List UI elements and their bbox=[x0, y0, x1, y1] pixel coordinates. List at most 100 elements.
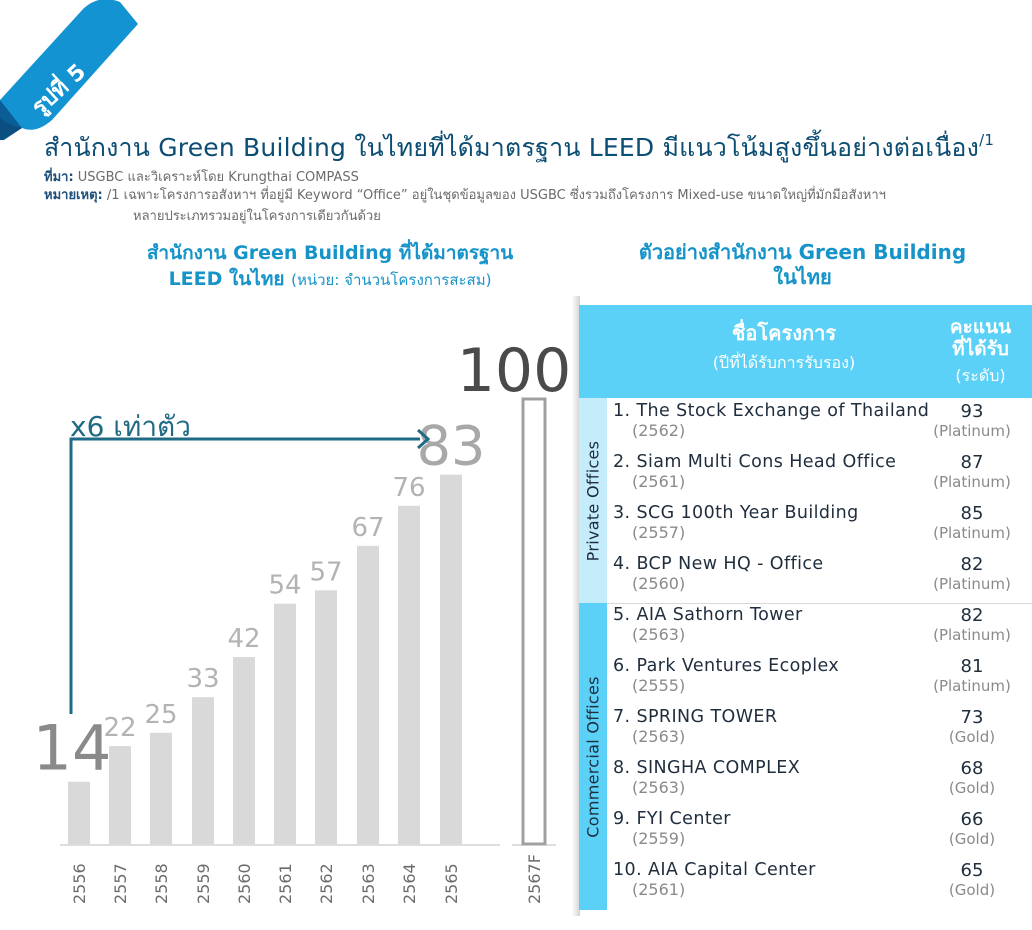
growth-arrow-line bbox=[69, 437, 420, 714]
x-tick-label: 2562 bbox=[317, 863, 336, 904]
growth-arrow-head bbox=[416, 428, 431, 450]
table-title-line-2: ในไทย bbox=[773, 265, 832, 289]
certification-year: (2563) bbox=[632, 727, 686, 746]
project-name: 2. Siam Multi Cons Head Office bbox=[613, 452, 897, 472]
table-row: 4. BCP New HQ - Office (2560) 82 (Platinum) bbox=[613, 554, 1032, 605]
project-name: 4. BCP New HQ - Office bbox=[613, 554, 824, 574]
table-shadow bbox=[572, 296, 580, 916]
table-row: 10. AIA Capital Center (2561) 65 (Gold) bbox=[613, 860, 1032, 911]
bar-value-label: 76 bbox=[392, 473, 425, 503]
certification-year: (2561) bbox=[632, 880, 686, 899]
header-score-line-1: คะแนน bbox=[949, 316, 1012, 338]
note-label: หมายเหตุ: bbox=[44, 188, 103, 203]
bar-value-label: 33 bbox=[186, 664, 219, 694]
source-line: ที่มา: USGBC และวิเคราะห์โดย Krungthai C… bbox=[44, 166, 359, 187]
leed-score: 73 bbox=[960, 707, 984, 728]
certification-year: (2562) bbox=[632, 421, 686, 440]
leed-level: (Platinum) bbox=[933, 422, 1011, 440]
leed-level: (Platinum) bbox=[933, 473, 1011, 491]
chart-unit: (หน่วย: จำนวนโครงการสะสม) bbox=[291, 271, 492, 289]
leed-level: (Platinum) bbox=[933, 575, 1011, 593]
certification-year: (2557) bbox=[632, 523, 686, 542]
project-name: 10. AIA Capital Center bbox=[613, 860, 816, 880]
project-name: 8. SINGHA COMPLEX bbox=[613, 758, 801, 778]
x-tick-label: 2556 bbox=[70, 863, 89, 904]
bar-value-label: 57 bbox=[309, 557, 342, 587]
table-row: 6. Park Ventures Ecoplex (2555) 81 (Platinu… bbox=[613, 656, 1032, 707]
x-tick-label: 2559 bbox=[194, 863, 213, 904]
chart-title-line-1: สำนักงาน Green Building ที่ได้มาตรฐาน bbox=[146, 242, 514, 264]
note-line: หมายเหตุ: /1 เฉพาะโครงการอสังหาฯ ที่อยู่… bbox=[44, 184, 886, 205]
group-commercial-offices: Commercial Offices bbox=[579, 603, 607, 910]
bar bbox=[109, 746, 131, 844]
leed-score: 65 bbox=[960, 860, 984, 881]
bar-value-label: 25 bbox=[144, 700, 177, 730]
bar-forecast bbox=[521, 397, 547, 846]
x-tick-label: 2558 bbox=[152, 863, 171, 904]
bar-value-label: 67 bbox=[351, 513, 384, 543]
group-divider bbox=[607, 603, 1032, 604]
header-score-line-2: ที่ได้รับ bbox=[952, 338, 1009, 360]
group-commercial-label: Commercial Offices bbox=[583, 675, 603, 838]
table-row: 2. Siam Multi Cons Head Office (2561) 87 (P… bbox=[613, 452, 1032, 503]
leed-level: (Gold) bbox=[948, 779, 996, 797]
bar bbox=[68, 781, 90, 844]
leed-level: (Gold) bbox=[948, 830, 996, 848]
leed-level: (Platinum) bbox=[933, 524, 1011, 542]
table-row: 5. AIA Sathorn Tower (2563) 82 (Platinum) bbox=[613, 605, 1032, 656]
note-text: /1 เฉพาะโครงการอสังหาฯ ที่อยู่มี Keyword… bbox=[106, 188, 886, 203]
group-private-label: Private Offices bbox=[583, 440, 603, 561]
table-row: 3. SCG 100th Year Building (2557) 85 (Plati… bbox=[613, 503, 1032, 554]
bar bbox=[150, 732, 172, 844]
bar bbox=[192, 697, 214, 844]
leed-score: 82 bbox=[960, 605, 984, 626]
x-tick-label: 2565 bbox=[442, 863, 461, 904]
x-tick-label: 2561 bbox=[276, 863, 295, 904]
bar bbox=[315, 590, 337, 844]
bar-chart: 14 2556 22 2557 25 2558 33 2559 42 2560 54 2561 57 25… bbox=[33, 336, 570, 904]
table-row: 9. FYI Center (2559) 66 (Gold) bbox=[613, 809, 1032, 860]
header-project-name: ชื่อโครงการ bbox=[731, 321, 837, 345]
leed-score: 81 bbox=[960, 656, 984, 677]
leed-level: (Gold) bbox=[948, 881, 996, 899]
bar-value-label: 54 bbox=[268, 571, 301, 601]
certification-year: (2563) bbox=[632, 625, 686, 644]
table-header: ชื่อโครงการ (ปีที่ได้รับการรับรอง) คะแนน… bbox=[579, 305, 1032, 398]
x-tick-label: 2557 bbox=[111, 863, 130, 904]
project-name: 7. SPRING TOWER bbox=[613, 707, 778, 727]
source-label: ที่มา: bbox=[44, 170, 74, 185]
x-tick-label: 2560 bbox=[235, 863, 254, 904]
leed-score: 93 bbox=[960, 401, 984, 422]
leed-score: 82 bbox=[960, 554, 984, 575]
project-name: 9. FYI Center bbox=[613, 809, 731, 829]
figure-badge-ribbon: รูปที่ 5 bbox=[0, 0, 138, 140]
project-name: 1. The Stock Exchange of Thailand bbox=[613, 401, 930, 421]
certification-year: (2555) bbox=[632, 676, 686, 695]
leed-level: (Platinum) bbox=[933, 677, 1011, 695]
group-private-offices: Private Offices bbox=[579, 398, 607, 603]
figure-title-footnote: /1 bbox=[979, 131, 995, 149]
bar-value-label: 22 bbox=[103, 713, 136, 743]
x-tick-label: 2564 bbox=[400, 863, 419, 904]
bar bbox=[274, 603, 296, 844]
header-project-year: (ปีที่ได้รับการรับรอง) bbox=[712, 353, 856, 372]
bar bbox=[233, 657, 255, 844]
project-name: 3. SCG 100th Year Building bbox=[613, 503, 859, 523]
bar-value-label: 83 bbox=[417, 415, 486, 478]
leed-level: (Gold) bbox=[948, 728, 996, 746]
growth-annotation: x6 เท่าตัว bbox=[70, 410, 191, 443]
table-row: 8. SINGHA COMPLEX (2563) 68 (Gold) bbox=[613, 758, 1032, 809]
note-line-2: หลายประเภทรวมอยู่ในโครงการเดียวกันด้วย bbox=[133, 209, 381, 224]
bar bbox=[357, 545, 379, 844]
project-name: 6. Park Ventures Ecoplex bbox=[613, 656, 840, 676]
chart-title: สำนักงาน Green Building ที่ได้มาตรฐาน LE… bbox=[100, 240, 560, 293]
certification-year: (2559) bbox=[632, 829, 686, 848]
certification-year: (2560) bbox=[632, 574, 686, 593]
bar-value-label: 14 bbox=[33, 712, 112, 785]
figure-title-text: สำนักงาน Green Building ในไทยที่ได้มาตรฐ… bbox=[44, 133, 980, 162]
chart-title-line-2: LEED ในไทย bbox=[168, 268, 285, 290]
leed-score: 68 bbox=[960, 758, 984, 779]
bar bbox=[398, 505, 420, 844]
x-tick-label: 2563 bbox=[359, 863, 378, 904]
leed-score: 85 bbox=[960, 503, 984, 524]
